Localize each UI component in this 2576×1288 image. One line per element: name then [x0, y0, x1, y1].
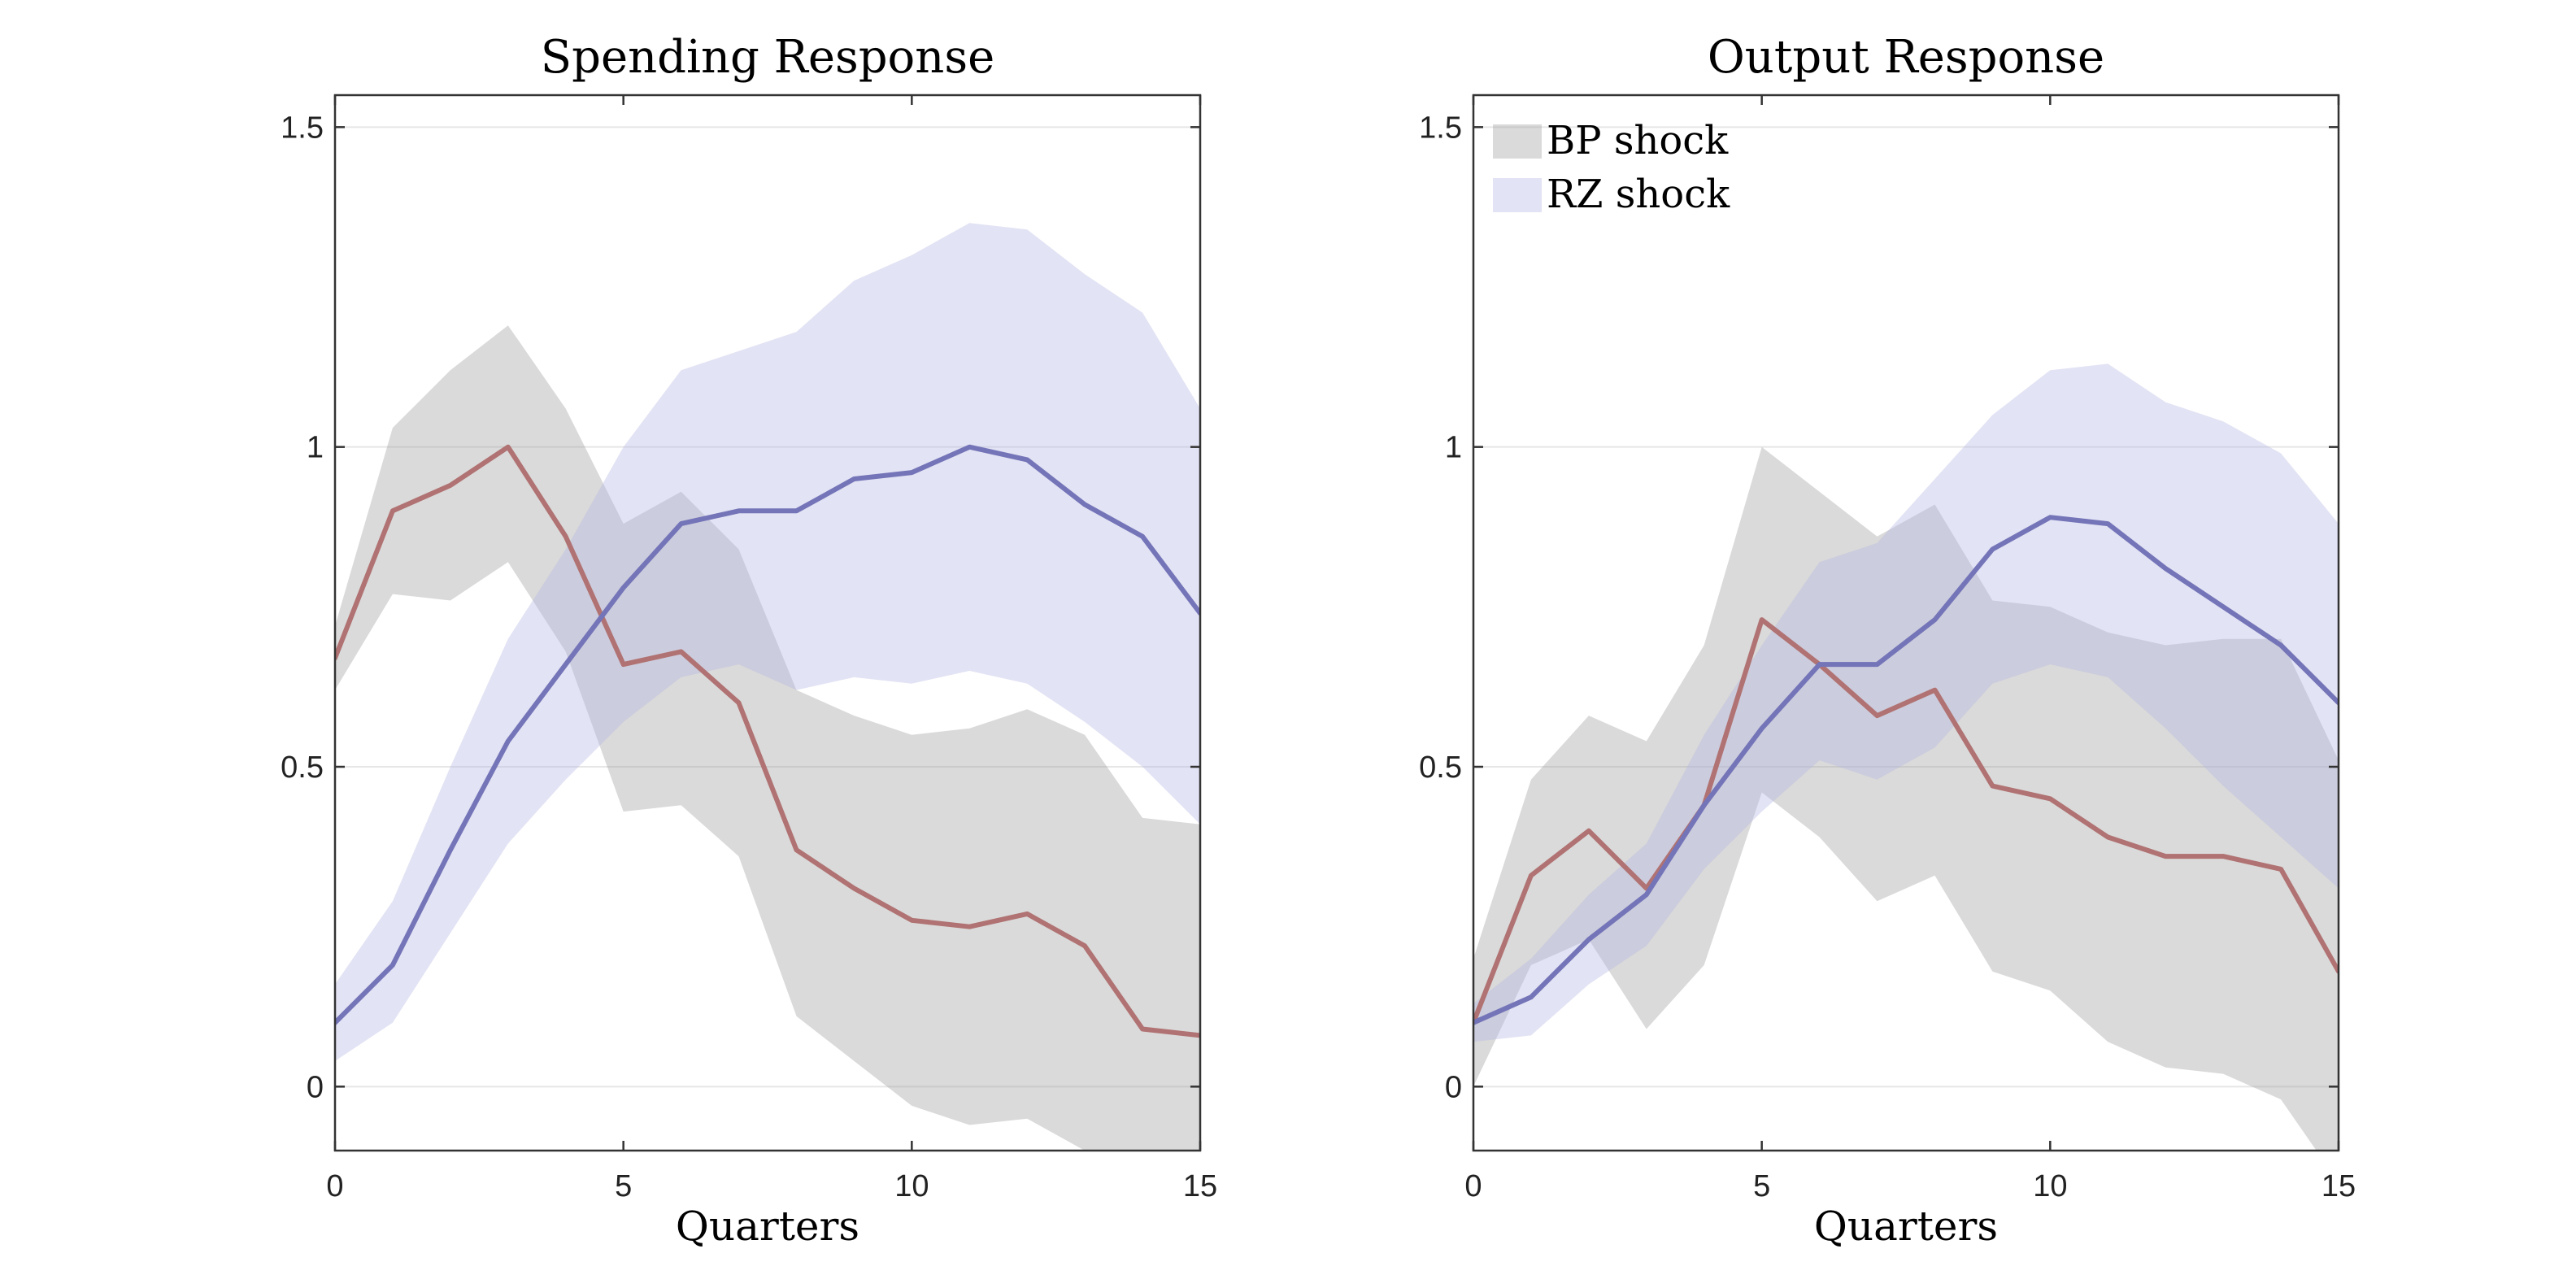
spending-bp-shock-confidence-band — [335, 325, 1200, 1151]
output-plot-area — [1473, 363, 2339, 1151]
output-y-tick-label-0: 0 — [1445, 1070, 1462, 1104]
spending-x-tick-label-3: 15 — [1183, 1169, 1217, 1203]
output-rz-shock-response-line — [1473, 515, 2339, 1025]
spending-rz-shock-confidence-band — [335, 223, 1200, 1061]
spending-response-panel: 0 5 10 15 0 0.5 1 1.5 Spending Response Quarters — [281, 31, 1217, 1250]
spending-plot-area — [335, 223, 1200, 1151]
output-x-axis-label: Quarters — [1814, 1203, 1998, 1250]
spending-y-tick-label-1: 0.5 — [281, 751, 324, 785]
legend-swatch-rz-shock — [1493, 178, 1542, 212]
spending-y-tick-label-3: 1.5 — [281, 111, 324, 145]
legend: BP shock RZ shock — [1493, 118, 1730, 217]
output-chart-title: Output Response — [1708, 31, 2104, 84]
spending-bp-shock-response-line — [335, 444, 1200, 1038]
spending-x-axis-label: Quarters — [676, 1203, 859, 1250]
spending-x-tick-label-1: 5 — [615, 1169, 632, 1203]
output-axes-box — [1472, 94, 2340, 1152]
output-x-tick-label-0: 0 — [1464, 1169, 1482, 1203]
legend-label-rz-shock: RZ shock — [1547, 172, 1730, 217]
spending-y-tick-label-2: 1 — [307, 431, 324, 465]
output-y-tick-label-2: 1 — [1445, 431, 1462, 465]
output-y-tick-label-1: 0.5 — [1419, 751, 1462, 785]
legend-label-bp-shock: BP shock — [1547, 118, 1729, 163]
spending-chart-title: Spending Response — [541, 31, 994, 84]
legend-swatch-bp-shock — [1493, 124, 1542, 159]
output-bp-shock-confidence-band — [1473, 446, 2339, 1151]
output-x-tick-label-3: 15 — [2321, 1169, 2356, 1203]
spending-rz-shock-response-line — [335, 444, 1200, 1025]
spending-x-tick-label-2: 10 — [894, 1169, 929, 1203]
spending-axes-box — [333, 94, 1202, 1152]
output-response-panel: 0 5 10 15 0 0.5 1 1.5 Output Response Quarters BP … — [1419, 31, 2356, 1250]
output-bp-shock-response-line — [1473, 617, 2339, 1025]
spending-x-tick-label-0: 0 — [326, 1169, 343, 1203]
spending-y-tick-label-0: 0 — [307, 1070, 324, 1104]
output-x-tick-label-2: 10 — [2033, 1169, 2067, 1203]
output-x-tick-label-1: 5 — [1753, 1169, 1770, 1203]
output-y-tick-label-3: 1.5 — [1419, 111, 1462, 145]
